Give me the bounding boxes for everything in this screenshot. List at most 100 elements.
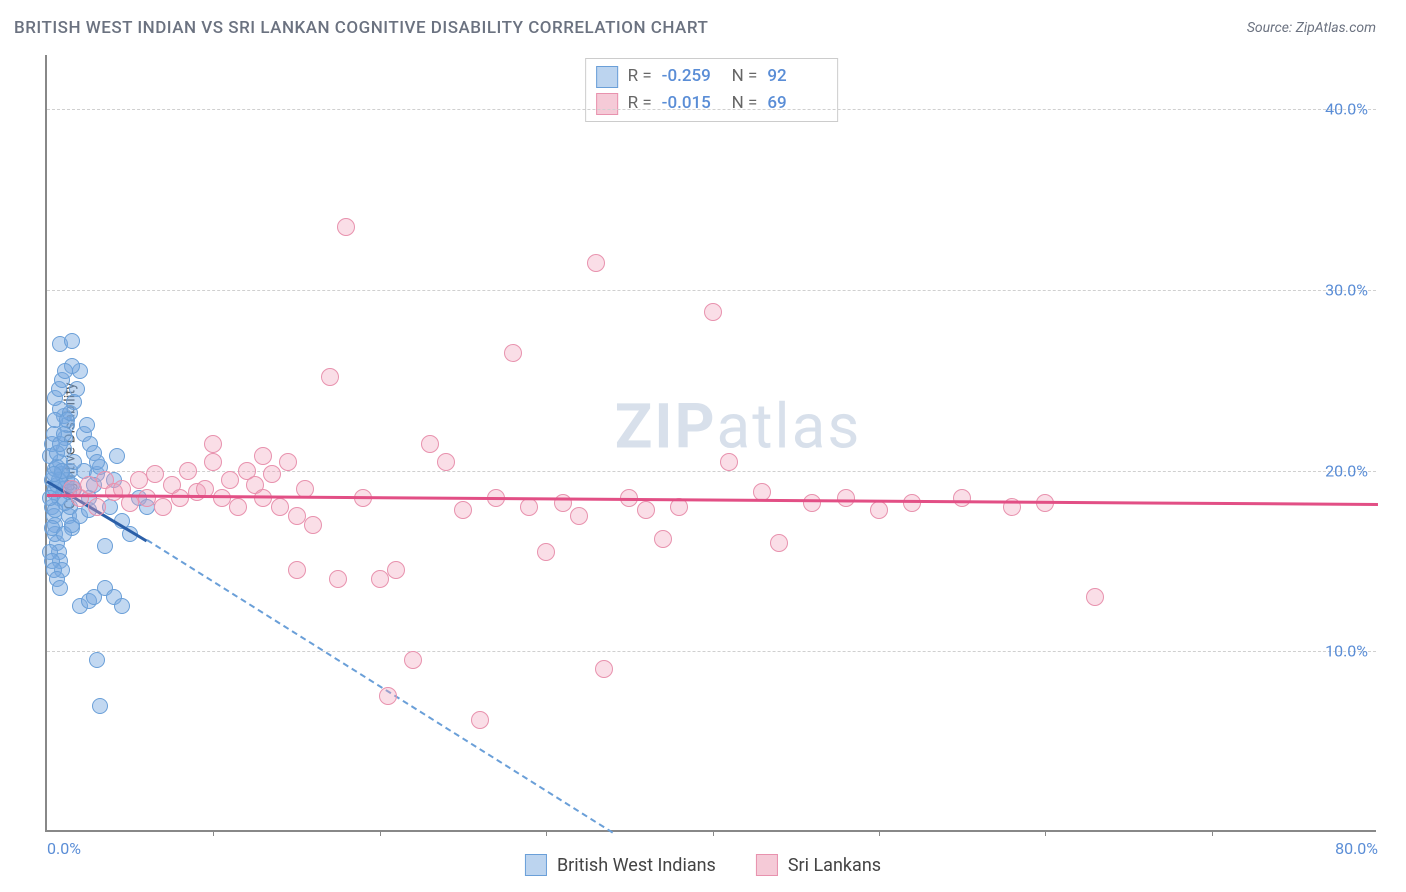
scatter-point xyxy=(97,538,113,554)
scatter-point xyxy=(288,561,306,579)
grid-line xyxy=(47,290,1376,291)
scatter-point xyxy=(254,447,272,465)
scatter-point xyxy=(329,570,347,588)
scatter-point xyxy=(271,498,289,516)
stat-R-label: R = xyxy=(628,90,652,117)
scatter-point xyxy=(79,417,95,433)
scatter-point xyxy=(66,394,82,410)
legend-swatch xyxy=(525,854,547,876)
x-tick-mark xyxy=(1212,830,1213,836)
scatter-point xyxy=(263,465,281,483)
scatter-point xyxy=(204,435,222,453)
x-tick-mark xyxy=(713,830,714,836)
watermark-bold: ZIP xyxy=(615,391,717,464)
grid-line xyxy=(47,109,1376,110)
y-tick-label: 20.0% xyxy=(1325,461,1368,480)
scatter-point xyxy=(371,570,389,588)
scatter-point xyxy=(321,368,339,386)
scatter-point xyxy=(92,698,108,714)
legend-swatch xyxy=(756,854,778,876)
scatter-point xyxy=(953,489,971,507)
x-tick-mark xyxy=(546,830,547,836)
chart-title: BRITISH WEST INDIAN VS SRI LANKAN COGNIT… xyxy=(14,18,708,38)
scatter-point xyxy=(114,598,130,614)
scatter-point xyxy=(138,489,156,507)
legend-swatch xyxy=(596,93,618,115)
scatter-point xyxy=(337,218,355,236)
scatter-point xyxy=(595,660,613,678)
scatter-point xyxy=(537,543,555,561)
scatter-point xyxy=(304,516,322,534)
scatter-point xyxy=(171,489,189,507)
stat-R-label: R = xyxy=(628,63,652,90)
scatter-point xyxy=(279,453,297,471)
scatter-point xyxy=(64,333,80,349)
scatter-point xyxy=(89,454,105,470)
scatter-point xyxy=(870,501,888,519)
scatter-point xyxy=(80,476,98,494)
x-tick-mark xyxy=(1045,830,1046,836)
stats-legend: R = -0.259 N = 92R = -0.015 N = 69 xyxy=(585,58,839,122)
y-tick-label: 30.0% xyxy=(1325,280,1368,299)
legend-swatch xyxy=(596,66,618,88)
scatter-point xyxy=(221,471,239,489)
scatter-point xyxy=(1086,588,1104,606)
scatter-point xyxy=(654,530,672,548)
stats-row: R =-0.259N =92 xyxy=(596,63,828,90)
scatter-point xyxy=(204,453,222,471)
plot-area: ZIPatlas R = -0.259 N = 92R = -0.015 N = 69 10… xyxy=(45,55,1376,832)
y-tick-label: 10.0% xyxy=(1325,642,1368,661)
stat-N-label: N = xyxy=(732,90,758,117)
stats-row: R = -0.015 N = 69 xyxy=(596,90,828,117)
scatter-point xyxy=(89,652,105,668)
stat-R-value: -0.015 xyxy=(662,90,722,117)
scatter-point xyxy=(109,448,125,464)
scatter-point xyxy=(52,580,68,596)
legend-item: British West Indians xyxy=(525,854,716,876)
x-tick-label: 80.0% xyxy=(1335,839,1378,858)
legend-item: Sri Lankans xyxy=(756,854,881,876)
scatter-point xyxy=(179,462,197,480)
scatter-point xyxy=(154,498,172,516)
x-tick-mark xyxy=(879,830,880,836)
watermark-light: atlas xyxy=(717,391,862,464)
scatter-point xyxy=(587,254,605,272)
scatter-point xyxy=(56,426,72,442)
scatter-point xyxy=(520,498,538,516)
scatter-point xyxy=(770,534,788,552)
scatter-point xyxy=(437,453,455,471)
scatter-point xyxy=(229,498,247,516)
scatter-point xyxy=(421,435,439,453)
scatter-point xyxy=(837,489,855,507)
stat-N-value: 69 xyxy=(767,90,827,117)
scatter-point xyxy=(42,490,58,506)
bottom-legend: British West Indians Sri Lankans xyxy=(525,854,881,876)
stat-R-value: -0.259 xyxy=(662,63,722,90)
scatter-point xyxy=(704,303,722,321)
y-tick-label: 40.0% xyxy=(1325,100,1368,119)
legend-label: Sri Lankans xyxy=(788,855,881,876)
scatter-point xyxy=(288,507,306,525)
scatter-point xyxy=(803,494,821,512)
legend-label: British West Indians xyxy=(557,855,716,876)
grid-line xyxy=(47,651,1376,652)
scatter-point xyxy=(570,507,588,525)
scatter-point xyxy=(57,363,73,379)
scatter-point xyxy=(903,494,921,512)
x-tick-mark xyxy=(380,830,381,836)
scatter-point xyxy=(146,465,164,483)
scatter-point xyxy=(130,471,148,489)
stat-N-value: 92 xyxy=(767,63,827,90)
source-attribution: Source: ZipAtlas.com xyxy=(1247,20,1376,36)
scatter-point xyxy=(720,453,738,471)
x-tick-mark xyxy=(213,830,214,836)
x-tick-label: 0.0% xyxy=(47,839,81,858)
scatter-point xyxy=(379,687,397,705)
scatter-point xyxy=(471,711,489,729)
scatter-point xyxy=(387,561,405,579)
scatter-point xyxy=(404,651,422,669)
scatter-point xyxy=(88,498,106,516)
watermark: ZIPatlas xyxy=(615,391,862,464)
scatter-point xyxy=(637,501,655,519)
scatter-point xyxy=(504,344,522,362)
